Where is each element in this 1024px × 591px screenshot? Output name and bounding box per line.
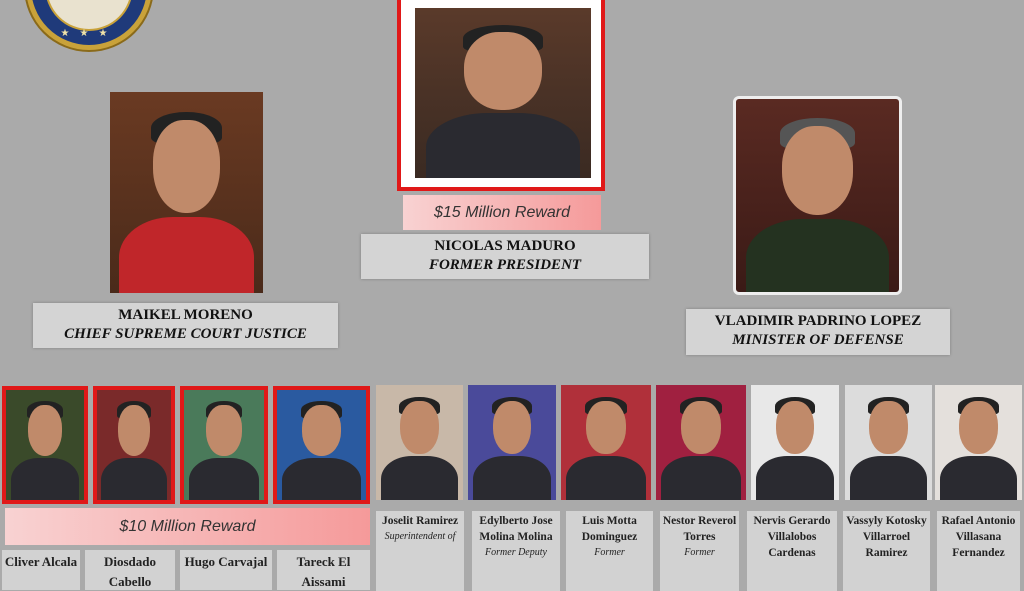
ten-million-photo	[180, 386, 268, 504]
ten-million-name: Cliver Alcala	[2, 550, 80, 590]
moreno-name: MAIKEL MORENO	[118, 307, 253, 323]
fugitive-title: Superintendent of	[384, 531, 456, 542]
maduro-photo	[415, 8, 591, 178]
moreno-photo	[110, 92, 263, 293]
moreno-title: CHIEF SUPREME COURT JUSTICE	[64, 326, 307, 342]
fugitive-name: Nestor Reverol Torres	[662, 515, 737, 543]
ten-million-name: Tareck El Aissami	[277, 550, 370, 590]
fugitive-name: Nervis Gerardo Villalobos Cardenas	[753, 515, 831, 559]
fugitive-photo	[656, 385, 746, 500]
ten-million-reward: $10 Million Reward	[5, 508, 370, 545]
fugitive-photo	[468, 385, 556, 500]
maduro-namebox: NICOLAS MADURO FORMER PRESIDENT	[361, 234, 649, 279]
fugitive-photo	[751, 385, 839, 500]
fugitive-title: Former	[684, 547, 715, 558]
ten-million-photo	[93, 386, 175, 504]
doj-seal-logo: ★★★	[26, 0, 152, 50]
fugitive-name: Vassyly Kotosky Villarroel Ramirez	[846, 515, 927, 559]
ten-million-photo	[2, 386, 88, 504]
padrino-title: MINISTER OF DEFENSE	[732, 332, 904, 348]
padrino-photo	[733, 96, 902, 295]
fugitive-namebox: Nervis Gerardo Villalobos Cardenas	[747, 511, 837, 591]
maduro-reward: $15 Million Reward	[403, 195, 601, 230]
padrino-name: VLADIMIR PADRINO LOPEZ	[714, 313, 922, 329]
padrino-namebox: VLADIMIR PADRINO LOPEZ MINISTER OF DEFEN…	[686, 309, 950, 355]
fugitive-namebox: Luis Motta Dominguez Former	[566, 511, 653, 591]
fugitive-namebox: Vassyly Kotosky Villarroel Ramirez	[843, 511, 930, 591]
fugitive-title: Former	[594, 547, 625, 558]
ten-million-photo	[273, 386, 370, 504]
fugitive-namebox: Nestor Reverol Torres Former	[660, 511, 739, 591]
fugitive-namebox: Joselit Ramirez Superintendent of	[376, 511, 464, 591]
fugitive-photo	[376, 385, 463, 500]
moreno-namebox: MAIKEL MORENO CHIEF SUPREME COURT JUSTIC…	[33, 303, 338, 348]
fugitive-namebox: Edylberto Jose Molina Molina Former Deput…	[472, 511, 560, 591]
ten-million-name: Hugo Carvajal	[180, 550, 272, 590]
fugitive-title: Former Deputy	[485, 547, 547, 558]
ten-million-name: Diosdado Cabello	[85, 550, 175, 590]
maduro-photo-frame	[397, 0, 605, 191]
maduro-title: FORMER PRESIDENT	[428, 257, 582, 273]
fugitive-name: Luis Motta Dominguez	[581, 515, 638, 543]
fugitive-namebox: Rafael Antonio Villasana Fernandez	[937, 511, 1020, 591]
fugitive-photo	[935, 385, 1022, 500]
maduro-name: NICOLAS MADURO	[434, 238, 576, 254]
fugitive-photo	[845, 385, 932, 500]
fugitive-name: Edylberto Jose Molina Molina	[479, 515, 553, 543]
fugitive-photo	[561, 385, 651, 500]
stars-icon: ★★★	[60, 28, 118, 39]
fugitive-name: Rafael Antonio Villasana Fernandez	[941, 515, 1016, 559]
fugitive-name: Joselit Ramirez	[381, 515, 459, 527]
